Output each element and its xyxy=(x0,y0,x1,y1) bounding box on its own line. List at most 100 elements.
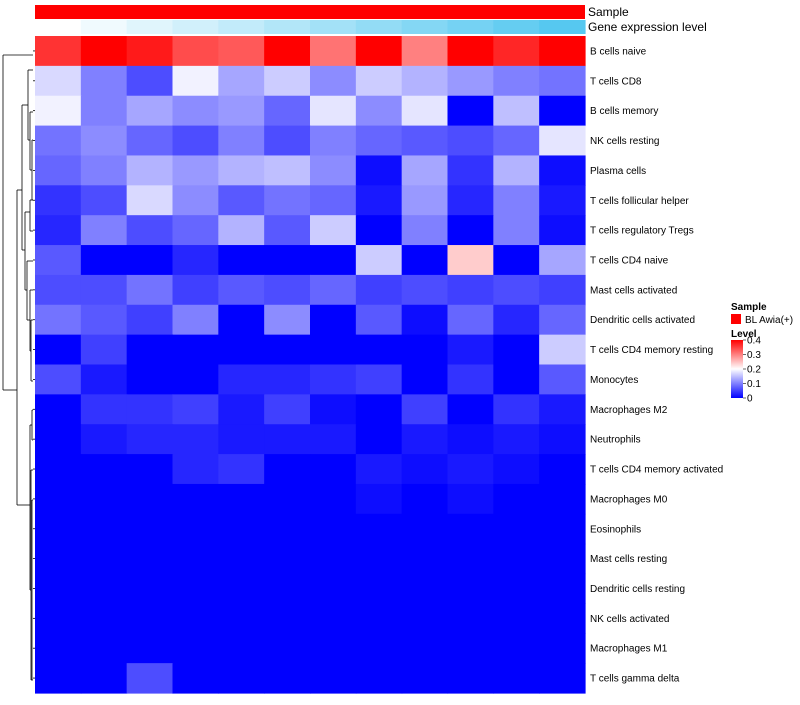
row-label: T cells regulatory Tregs xyxy=(590,226,694,237)
heatmap-cell xyxy=(126,304,174,336)
heatmap-cell xyxy=(539,155,586,186)
heatmap-cell xyxy=(172,95,219,127)
heatmap-cell xyxy=(218,95,265,127)
heatmap-cell xyxy=(493,65,540,97)
heatmap-cell xyxy=(355,245,403,276)
heatmap-cell xyxy=(35,424,82,455)
heatmap-cell xyxy=(172,215,219,246)
heatmap-cell xyxy=(447,274,494,306)
heatmap-cell xyxy=(401,483,449,515)
row-label: T cells CD4 memory activated xyxy=(590,465,723,476)
heatmap-cell xyxy=(401,364,449,395)
heatmap-cell xyxy=(493,125,540,157)
heatmap-cell xyxy=(401,65,449,97)
heatmap-cell xyxy=(493,483,540,515)
heatmap-cell xyxy=(493,633,540,664)
annotation-expression-cell xyxy=(493,20,540,34)
legend: Sample BL Awia(+) Level 0.4 0.3 0.2 0.1 0 xyxy=(731,302,793,405)
row-label: T cells CD4 naive xyxy=(590,255,669,266)
heatmap-cell xyxy=(539,543,586,575)
heatmap-cell xyxy=(401,95,449,127)
heatmap-cell xyxy=(310,185,357,216)
heatmap-cell xyxy=(310,513,357,545)
heatmap-cell xyxy=(80,334,128,366)
heatmap-cell xyxy=(447,364,494,395)
heatmap-cell xyxy=(493,36,540,67)
heatmap-cell xyxy=(218,424,265,455)
heatmap-cell xyxy=(539,603,586,634)
row-label: T cells follicular helper xyxy=(590,196,689,207)
heatmap-cell xyxy=(218,245,265,276)
heatmap-cell xyxy=(447,95,494,127)
heatmap-cell xyxy=(447,245,494,276)
heatmap-cell xyxy=(126,424,174,455)
heatmap-cell xyxy=(35,513,82,545)
heatmap-cell xyxy=(80,394,128,425)
heatmap-cell xyxy=(310,36,357,67)
heatmap-cell xyxy=(539,573,586,605)
heatmap-cell xyxy=(172,543,219,575)
heatmap-cell xyxy=(355,185,403,216)
heatmap-cell xyxy=(35,573,82,605)
heatmap-cell xyxy=(35,633,82,664)
row-label: T cells gamma delta xyxy=(590,674,680,685)
heatmap-cell xyxy=(447,633,494,664)
heatmap-cell xyxy=(447,573,494,605)
heatmap-cell xyxy=(80,663,128,694)
heatmap-cell xyxy=(80,95,128,127)
heatmap-cell xyxy=(310,334,357,366)
row-dendrogram xyxy=(2,50,35,681)
heatmap-cell xyxy=(35,663,82,694)
annotation-expression-label: Gene expression level xyxy=(588,20,707,34)
heatmap-cell xyxy=(35,215,82,246)
row-label: Dendritic cells activated xyxy=(590,315,695,326)
heatmap-cell xyxy=(126,483,174,515)
heatmap-cell xyxy=(126,155,174,186)
heatmap-cell xyxy=(355,483,403,515)
heatmap-cell xyxy=(126,394,174,425)
heatmap-cell xyxy=(310,364,357,395)
heatmap-cell xyxy=(355,663,403,694)
heatmap-cell xyxy=(447,36,494,67)
heatmap-cell xyxy=(264,155,311,186)
heatmap-cell xyxy=(264,573,311,605)
heatmap-cell xyxy=(264,125,311,157)
heatmap-cell xyxy=(264,245,311,276)
heatmap-cell xyxy=(218,125,265,157)
heatmap-cell xyxy=(401,334,449,366)
heatmap-cell xyxy=(126,573,174,605)
heatmap-cell xyxy=(310,573,357,605)
heatmap-cell xyxy=(264,483,311,515)
annotation-expression-cell xyxy=(35,20,82,34)
heatmap-cell xyxy=(126,274,174,306)
heatmap-cell xyxy=(218,65,265,97)
heatmap-cell xyxy=(35,603,82,634)
heatmap-cell xyxy=(447,663,494,694)
heatmap-cell xyxy=(35,543,82,575)
heatmap-cell xyxy=(172,304,219,336)
heatmap-cell xyxy=(447,185,494,216)
heatmap-cell xyxy=(35,274,82,306)
heatmap-cell xyxy=(172,245,219,276)
heatmap-cell xyxy=(35,483,82,515)
heatmap-cell xyxy=(355,65,403,97)
heatmap-cell xyxy=(310,155,357,186)
legend-level-tick-label: 0.1 xyxy=(747,379,761,390)
heatmap-cell xyxy=(172,274,219,306)
heatmap-cell xyxy=(310,304,357,336)
heatmap-cell xyxy=(493,394,540,425)
legend-level-tick-label: 0.4 xyxy=(747,336,761,347)
heatmap-cell xyxy=(80,125,128,157)
heatmap-cell xyxy=(264,304,311,336)
heatmap-cell xyxy=(355,304,403,336)
heatmap-cell xyxy=(355,454,403,485)
legend-sample-swatch xyxy=(731,314,741,324)
heatmap-cell xyxy=(218,334,265,366)
heatmap-cell xyxy=(172,36,219,67)
heatmap-cell xyxy=(493,364,540,395)
heatmap-cell xyxy=(264,663,311,694)
heatmap-cell xyxy=(264,394,311,425)
heatmap-cell xyxy=(493,274,540,306)
annotation-expression-cell xyxy=(126,20,174,34)
